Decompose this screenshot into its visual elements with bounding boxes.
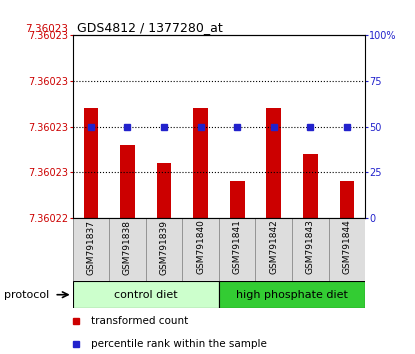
Bar [73,218,109,281]
Bar [83,108,98,218]
Text: GSM791842: GSM791842 [269,219,278,274]
Bar [292,218,329,281]
Text: protocol: protocol [4,290,49,300]
Bar [157,163,171,218]
Bar [256,218,292,281]
Bar [73,281,219,308]
Bar [109,218,146,281]
Text: 7.36023: 7.36023 [25,24,68,34]
Text: GSM791840: GSM791840 [196,219,205,274]
Bar [339,181,354,218]
Text: GSM791843: GSM791843 [306,219,315,274]
Text: GDS4812 / 1377280_at: GDS4812 / 1377280_at [77,21,222,34]
Bar [219,218,256,281]
Bar [219,281,365,308]
Bar [182,218,219,281]
Bar [120,145,135,218]
Text: GSM791838: GSM791838 [123,219,132,275]
Bar [266,108,281,218]
Text: high phosphate diet: high phosphate diet [236,290,348,300]
Text: GSM791844: GSM791844 [342,219,352,274]
Text: control diet: control diet [114,290,178,300]
Bar [146,218,182,281]
Text: GSM791841: GSM791841 [233,219,242,274]
Bar [193,108,208,218]
Text: percentile rank within the sample: percentile rank within the sample [91,339,267,349]
Bar [329,218,365,281]
Text: transformed count: transformed count [91,316,189,326]
Bar [303,154,317,218]
Bar [230,181,244,218]
Text: GSM791839: GSM791839 [159,219,168,275]
Text: GSM791837: GSM791837 [86,219,95,275]
